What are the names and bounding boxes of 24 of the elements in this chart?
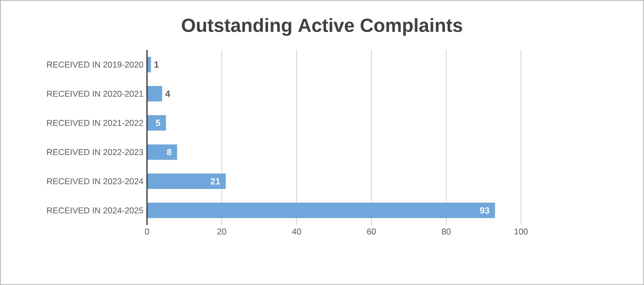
bar xyxy=(146,174,226,189)
data-label: 21 xyxy=(210,178,220,184)
data-label: 1 xyxy=(154,62,159,68)
x-tick-label: 40 xyxy=(292,228,301,235)
bar xyxy=(146,86,162,102)
data-label: 5 xyxy=(156,120,160,126)
data-label: 4 xyxy=(165,90,170,97)
y-tick-label: RECEIVED IN 2022-2023 xyxy=(47,149,144,156)
bar xyxy=(146,144,178,160)
x-tick-label: 60 xyxy=(367,228,376,235)
x-tick-label: 20 xyxy=(218,228,226,235)
bar xyxy=(146,115,166,131)
y-tick-label: RECEIVED IN 2020-2021 xyxy=(47,90,144,97)
x-tick-label: 0 xyxy=(144,228,150,235)
y-tick-label: RECEIVED IN 2019-2020 xyxy=(47,62,144,68)
data-label: 93 xyxy=(480,207,490,214)
data-label: 8 xyxy=(167,148,172,156)
x-tick-label: 100 xyxy=(514,228,528,235)
bar xyxy=(146,202,495,218)
chart-title: Outstanding Active Complaints xyxy=(182,18,462,36)
y-tick-label: RECEIVED IN 2023-2024 xyxy=(47,178,144,184)
y-tick-label: RECEIVED IN 2024-2025 xyxy=(47,207,144,214)
y-tick-label: RECEIVED IN 2021-2022 xyxy=(47,120,144,126)
x-tick-label: 80 xyxy=(442,228,451,235)
